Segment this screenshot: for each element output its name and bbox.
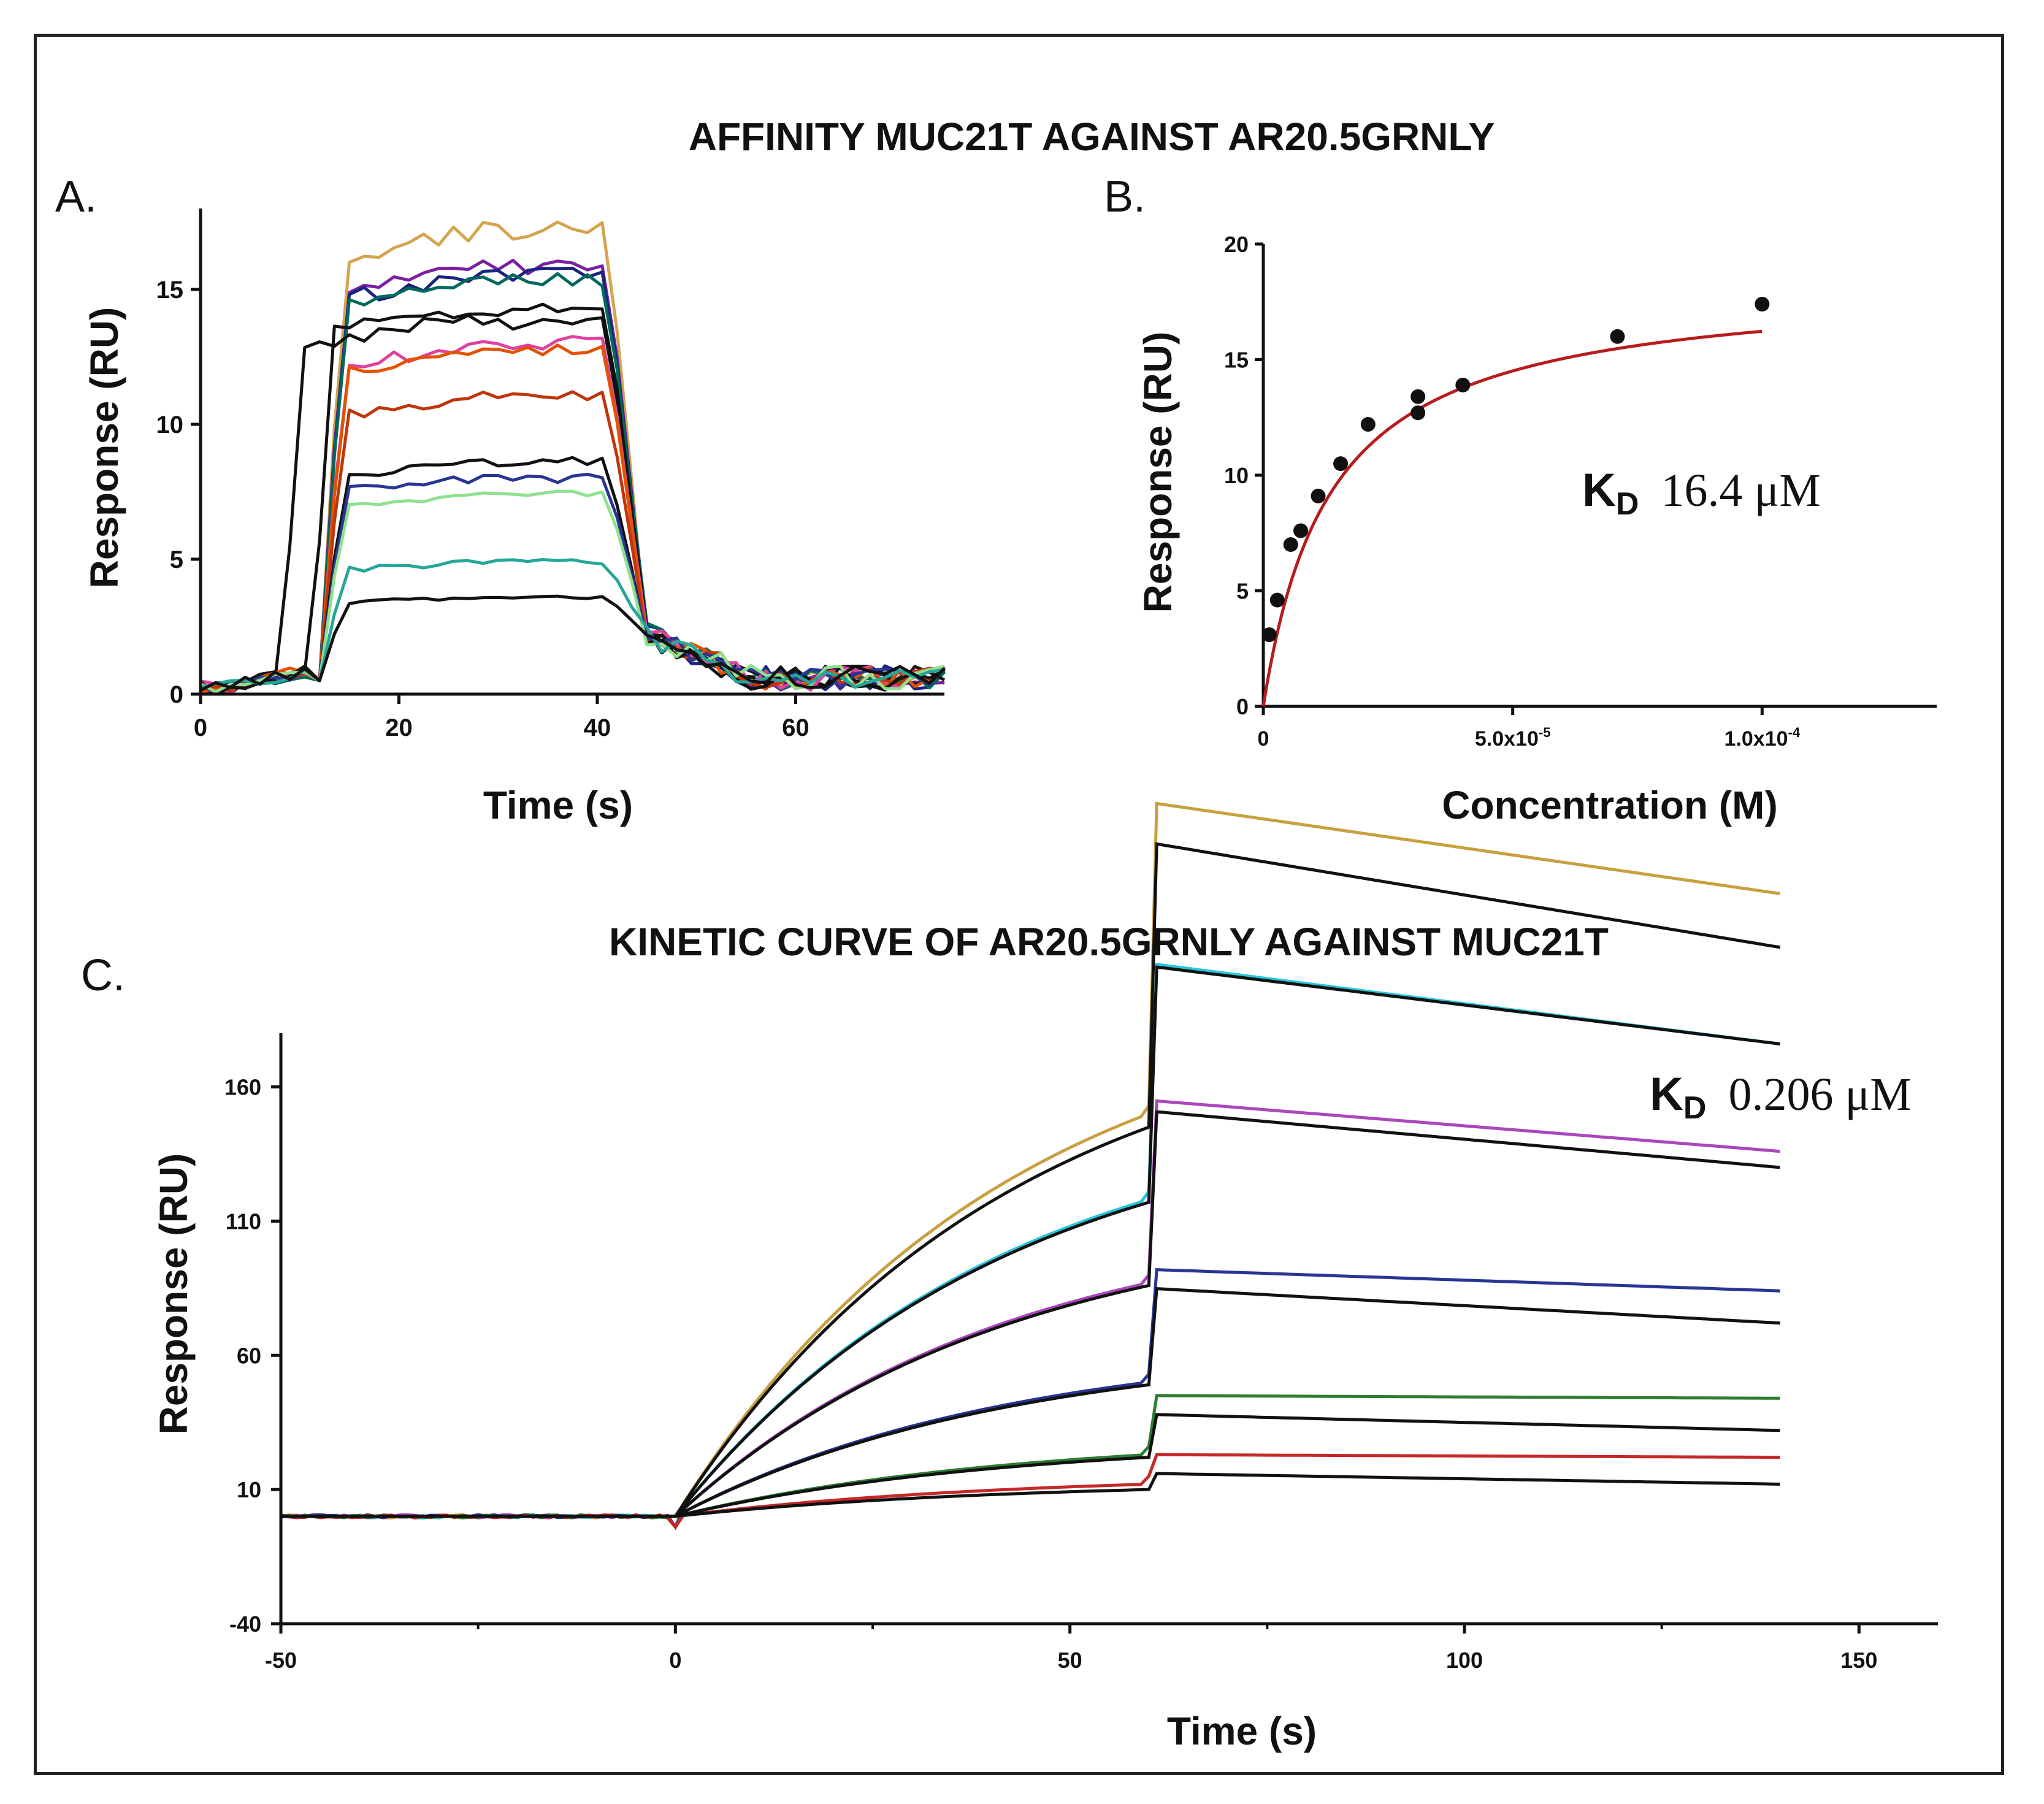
chart-b-x-tick-exponent: -5 — [1539, 725, 1551, 740]
chart-b-point — [1411, 389, 1426, 404]
chart-b-point — [1333, 456, 1349, 472]
chart-b-x-tick-label: 1.0x10-4 — [1724, 725, 1801, 751]
chart-a-series-s13 — [200, 558, 945, 689]
chart-c-series-c5 — [280, 1394, 1780, 1530]
chart-c-kd-annotation: KD 0.206 μM — [1650, 1068, 1912, 1126]
chart-b-y-tick-label: 15 — [1224, 348, 1249, 373]
chart-b-kd-symbol: K — [1582, 464, 1616, 516]
chart-b-axes: 0 5.0x10-5 1.0x10-4 0 5 10 15 20 — [1224, 232, 1937, 751]
chart-c: -50 0 50 100 150 -40 10 60 110 160 Time (s) Respo… — [151, 801, 1938, 1753]
chart-b-x-tick-label: 5.0x10-5 — [1475, 725, 1551, 751]
chart-c-x-tick-label: 0 — [669, 1648, 681, 1673]
chart-a-series-s7 — [200, 335, 946, 695]
chart-c-kd-subscript: D — [1683, 1090, 1707, 1126]
chart-b-kd-subscript: D — [1616, 486, 1639, 522]
chart-c-xlabel: Time (s) — [1167, 1709, 1317, 1753]
chart-a-y-tick-label: 15 — [156, 277, 184, 304]
chart-b-kd-value: 16.4 μM — [1661, 465, 1820, 516]
chart-c-ylabel: Response (RU) — [151, 1153, 196, 1435]
panel-label-b: B. — [1104, 172, 1146, 221]
chart-c-series-group — [280, 801, 1781, 1531]
chart-a-x-tick-label: 0 — [194, 714, 207, 741]
chart-b-x-tick-exponent: -4 — [1788, 725, 1801, 740]
chart-c-series-c1 — [280, 801, 1781, 1531]
kinetic-title: KINETIC CURVE OF AR20.5GRNLY AGAINST MUC… — [609, 920, 1609, 964]
chart-b-y-tick-label: 5 — [1236, 579, 1249, 604]
panel-label-c: C. — [81, 951, 125, 1000]
chart-a-series-s9 — [200, 390, 945, 693]
chart-b: 0 5.0x10-5 1.0x10-4 0 5 10 15 20 Concentration … — [1136, 232, 1937, 827]
chart-c-y-tick-label: 160 — [224, 1075, 261, 1100]
chart-c-fit-line — [281, 1413, 1780, 1518]
chart-b-ylabel: Response (RU) — [1136, 332, 1180, 613]
chart-c-x-tick-label: -50 — [265, 1648, 297, 1673]
chart-b-point — [1311, 488, 1326, 503]
chart-b-point — [1610, 329, 1625, 344]
chart-b-x-tick-label: 0 — [1258, 727, 1269, 751]
chart-c-x-tick-label: 100 — [1446, 1648, 1483, 1673]
chart-b-point — [1293, 523, 1308, 538]
chart-a-y-tick-label: 5 — [170, 546, 183, 573]
chart-b-xlabel: Concentration (M) — [1442, 783, 1778, 827]
chart-b-y-tick-label: 20 — [1224, 232, 1249, 257]
chart-b-points-group — [1261, 297, 1770, 643]
chart-a-series-group — [199, 220, 946, 696]
chart-c-y-tick-label: 60 — [237, 1343, 261, 1368]
chart-c-fit-line — [281, 1472, 1780, 1518]
chart-c-y-tick-label: -40 — [229, 1611, 261, 1637]
chart-a: 0 20 40 60 0 5 10 15 Time (s) Response (RU) — [82, 208, 946, 827]
chart-c-x-tick-label: 150 — [1840, 1648, 1877, 1673]
chart-c-y-tick-label: 10 — [237, 1477, 261, 1502]
chart-a-series-s3 — [200, 266, 946, 695]
chart-b-point — [1755, 297, 1770, 312]
chart-a-series-s14 — [199, 594, 946, 692]
chart-b-point — [1455, 377, 1471, 392]
chart-b-point — [1283, 537, 1298, 552]
chart-b-fit-group — [1261, 329, 1763, 707]
chart-b-point — [1360, 417, 1376, 432]
chart-c-x-tick-label: 50 — [1058, 1648, 1082, 1673]
chart-b-point — [1411, 405, 1426, 421]
chart-a-y-tick-label: 10 — [156, 411, 184, 438]
chart-a-x-tick-label: 60 — [782, 714, 810, 741]
chart-b-fit-curve — [1261, 329, 1763, 707]
chart-c-axes: -50 0 50 100 150 -40 10 60 110 160 — [224, 1033, 1938, 1673]
chart-a-series-s8 — [200, 343, 946, 694]
chart-c-kd-symbol: K — [1650, 1068, 1683, 1120]
chart-b-kd-annotation: KD 16.4 μM — [1582, 464, 1821, 522]
chart-a-xlabel: Time (s) — [483, 783, 633, 827]
chart-c-kd-value: 0.206 μM — [1728, 1069, 1911, 1120]
panel-label-a: A. — [55, 172, 97, 221]
chart-a-series-s11 — [199, 473, 946, 695]
chart-a-series-s12 — [199, 489, 945, 694]
chart-a-axes: 0 20 40 60 0 5 10 15 — [156, 208, 944, 741]
chart-a-y-tick-label: 0 — [170, 681, 183, 708]
chart-c-fit-line — [281, 1286, 1780, 1518]
chart-a-x-tick-label: 40 — [584, 714, 611, 741]
figure-frame — [34, 34, 2004, 1775]
chart-b-y-tick-label: 10 — [1224, 463, 1249, 488]
chart-b-point — [1261, 627, 1277, 643]
chart-a-series-s5 — [200, 302, 946, 695]
chart-c-y-tick-label: 110 — [226, 1209, 261, 1234]
chart-a-ylabel: Response (RU) — [82, 307, 126, 589]
chart-a-x-tick-label: 20 — [385, 714, 413, 741]
chart-b-point — [1269, 592, 1285, 608]
chart-a-series-s6 — [200, 313, 946, 695]
affinity-title: AFFINITY MUC21T AGAINST AR20.5GRNLY — [689, 115, 1495, 159]
chart-b-y-tick-label: 0 — [1236, 694, 1249, 719]
